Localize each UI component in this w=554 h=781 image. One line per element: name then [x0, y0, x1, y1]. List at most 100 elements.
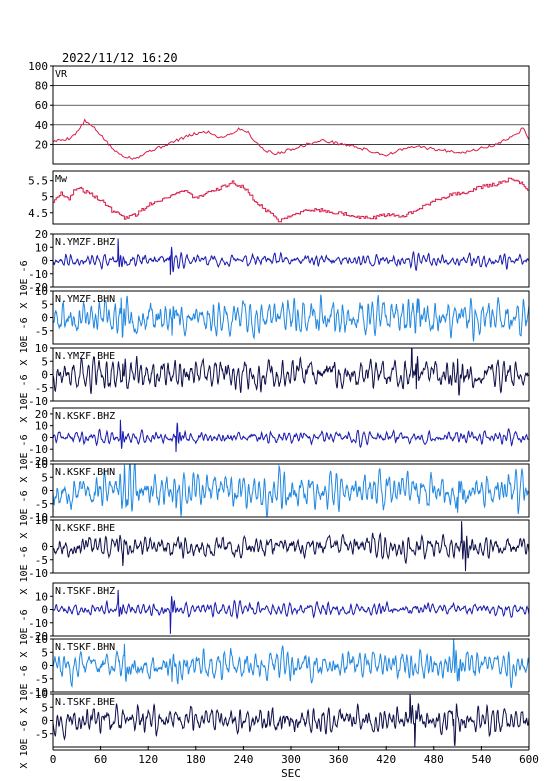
panel-frame — [52, 233, 530, 288]
panel-frame — [52, 407, 530, 462]
panel-label: N.KSKF.BHZ — [55, 411, 115, 422]
y-tick-label: 0 — [41, 255, 48, 268]
y-tick-label: -5 — [35, 382, 48, 395]
y-tick-label: -5 — [35, 498, 48, 511]
y-tick-label: 0 — [41, 369, 48, 382]
y-tick-label: 10 — [35, 420, 48, 433]
panel-label: VR — [55, 69, 68, 80]
x-tick-label: 300 — [281, 753, 301, 766]
panel-frame — [52, 693, 530, 748]
panel-frame — [52, 638, 530, 693]
y-tick-label: 10 — [35, 458, 48, 471]
series-line — [52, 463, 530, 518]
panel-mw: 4.5 5 5.5 Mw — [28, 170, 530, 225]
series-line — [52, 238, 529, 275]
x-tick-label: 600 — [519, 753, 539, 766]
y-tick-label: -10 — [28, 617, 48, 630]
y-tick-label: 5 — [41, 701, 48, 714]
x-tick-label: 420 — [376, 753, 396, 766]
series-line — [52, 294, 530, 342]
y-tick-label: 5 — [41, 355, 48, 368]
panel-unit-label: X 10E -6 — [19, 490, 30, 538]
y-tick-label: 10 — [35, 688, 48, 701]
y-tick-label: 4.5 — [28, 207, 48, 220]
panel-unit-label: X 10E -6 — [19, 374, 30, 422]
panel-unit-label: X 10E -6 — [19, 720, 30, 768]
y-tick-label: 10 — [35, 241, 48, 254]
y-tick-label: -10 — [28, 268, 48, 281]
y-tick-label: 5 — [41, 191, 48, 204]
series-line — [53, 177, 530, 223]
y-tick-label: 10 — [35, 514, 48, 527]
panel-label: Mw — [55, 174, 68, 185]
panel-label: N.KSKF.BHE — [55, 523, 115, 534]
y-tick-label: 5 — [41, 298, 48, 311]
y-tick-label: 10 — [35, 342, 48, 355]
panel-frame — [52, 290, 530, 345]
series-line — [52, 347, 530, 396]
y-tick-label: -20 — [28, 455, 48, 468]
y-tick-label: 0 — [41, 604, 48, 617]
panel-frame — [52, 582, 530, 637]
x-axis-label: SEC — [281, 767, 301, 780]
series-line — [52, 589, 530, 634]
panel-unit-label: X 10E -6 — [19, 546, 30, 594]
y-tick-label: 60 — [35, 99, 48, 112]
y-tick-label: 20 — [35, 408, 48, 421]
y-tick-label: 0 — [41, 715, 48, 728]
panel-label: N.YMZF.BHZ — [55, 237, 115, 248]
y-tick-label: -10 — [28, 395, 48, 408]
x-tick-label: 480 — [424, 753, 444, 766]
panel-label: N.TSKF.BHN — [55, 642, 115, 653]
x-tick-label: 240 — [233, 753, 253, 766]
panel-label: N.YMZF.BHN — [55, 294, 115, 305]
panel-label: N.KSKF.BHN — [55, 467, 115, 478]
y-tick-label: 0 — [41, 660, 48, 673]
y-tick-label: -20 — [28, 630, 48, 643]
y-tick-label: 0 — [41, 485, 48, 498]
panel-frame — [52, 65, 530, 165]
x-axis: 0 60 120 180 240 300 360 420 480 540 600 — [50, 746, 539, 766]
series-line — [52, 419, 530, 453]
y-tick-label: 10 — [35, 285, 48, 298]
panel-frame — [52, 519, 530, 574]
panel-unit-label: X 10E -6 — [19, 665, 30, 713]
y-tick-label: 10 — [35, 633, 48, 646]
panel-unit-label: X 10E -6 — [19, 609, 30, 657]
y-tick-label: -10 — [28, 567, 48, 580]
y-tick-label: 0 — [41, 312, 48, 325]
x-tick-label: 360 — [329, 753, 349, 766]
panel-unit-label: X 10E -6 — [19, 434, 30, 482]
y-tick-label: -10 — [28, 686, 48, 699]
series-line — [52, 118, 530, 160]
panel-vr: 20 40 60 80 100 VR — [28, 60, 530, 165]
y-tick-label: 5 — [41, 471, 48, 484]
y-tick-label: -10 — [28, 511, 48, 524]
figure-datetime: 2022/11/12 16:20 — [62, 51, 178, 65]
x-tick-label: 120 — [138, 753, 158, 766]
panel-frame — [52, 463, 530, 518]
y-tick-label: -5 — [35, 325, 48, 338]
y-tick-label: 80 — [35, 80, 48, 93]
panel-unit-label: X 10E -6 — [19, 260, 30, 308]
y-tick-label: -20 — [28, 281, 48, 294]
y-tick-label: 5.5 — [28, 175, 48, 188]
series-line — [52, 638, 530, 689]
panel-label: N.YMZF.BHE — [55, 351, 115, 362]
series-line — [52, 521, 530, 572]
y-tick-label: 10 — [35, 590, 48, 603]
x-tick-label: 180 — [186, 753, 206, 766]
y-tick-label: 40 — [35, 119, 48, 132]
y-tick-label: 0 — [41, 431, 48, 444]
y-tick-label: 0 — [41, 541, 48, 554]
